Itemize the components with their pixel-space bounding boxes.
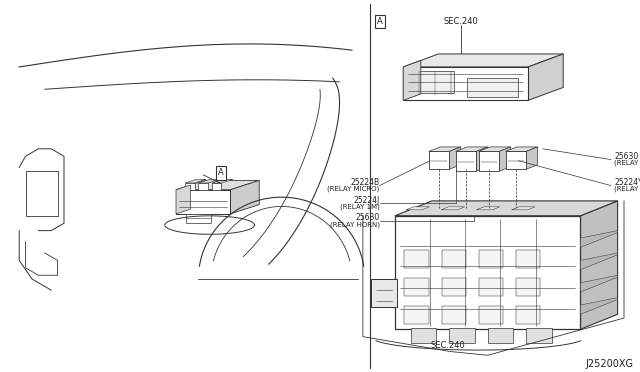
- Bar: [185, 183, 195, 190]
- Bar: [516, 278, 540, 296]
- Text: 25224J: 25224J: [353, 196, 380, 205]
- Polygon shape: [499, 147, 511, 171]
- Bar: [371, 279, 397, 307]
- Bar: [404, 278, 429, 296]
- Text: 25630: 25630: [614, 152, 639, 161]
- Text: 25224B: 25224B: [350, 178, 380, 187]
- Polygon shape: [580, 275, 618, 292]
- Text: A: A: [378, 17, 383, 26]
- Text: (RELAY 1M): (RELAY 1M): [340, 203, 380, 210]
- Polygon shape: [403, 61, 421, 100]
- Polygon shape: [230, 180, 259, 214]
- Bar: [429, 151, 449, 169]
- Bar: [467, 78, 518, 97]
- Bar: [212, 183, 221, 190]
- Bar: [26, 171, 58, 216]
- Polygon shape: [580, 231, 618, 247]
- Polygon shape: [506, 147, 538, 151]
- Polygon shape: [429, 147, 461, 151]
- Text: SEC.240: SEC.240: [431, 341, 465, 350]
- Bar: [449, 328, 475, 343]
- Bar: [479, 250, 503, 268]
- Polygon shape: [212, 179, 233, 183]
- Bar: [395, 216, 580, 329]
- Polygon shape: [395, 201, 618, 216]
- Text: J25200XG: J25200XG: [586, 359, 634, 369]
- Text: (RELAY HORN): (RELAY HORN): [330, 221, 380, 228]
- Bar: [442, 306, 466, 324]
- Bar: [479, 151, 499, 171]
- Text: (RELAY HORN): (RELAY HORN): [614, 159, 640, 166]
- Bar: [404, 306, 429, 324]
- Bar: [442, 278, 466, 296]
- Polygon shape: [511, 207, 535, 210]
- Bar: [404, 250, 429, 268]
- Polygon shape: [580, 298, 618, 314]
- Polygon shape: [186, 214, 211, 223]
- Polygon shape: [528, 54, 563, 100]
- Bar: [526, 328, 552, 343]
- Polygon shape: [406, 207, 429, 210]
- Text: SEC.240: SEC.240: [444, 17, 478, 26]
- Bar: [488, 328, 513, 343]
- Polygon shape: [185, 179, 206, 183]
- Polygon shape: [476, 207, 500, 210]
- Polygon shape: [449, 147, 461, 169]
- Polygon shape: [176, 180, 259, 190]
- Text: (RELAY 1M): (RELAY 1M): [614, 186, 640, 192]
- Bar: [506, 151, 526, 169]
- Bar: [176, 190, 230, 214]
- Text: A: A: [218, 169, 223, 177]
- Polygon shape: [580, 201, 618, 329]
- Bar: [479, 306, 503, 324]
- Polygon shape: [476, 147, 488, 171]
- Bar: [456, 151, 476, 171]
- Polygon shape: [403, 54, 563, 67]
- Polygon shape: [176, 185, 191, 214]
- Polygon shape: [441, 207, 465, 210]
- Bar: [479, 278, 503, 296]
- Text: (RELAY MICRO): (RELAY MICRO): [327, 186, 380, 192]
- Polygon shape: [456, 147, 488, 151]
- Polygon shape: [580, 253, 618, 270]
- Polygon shape: [198, 179, 220, 183]
- Text: 25630: 25630: [355, 214, 380, 222]
- Polygon shape: [479, 147, 511, 151]
- Bar: [198, 183, 208, 190]
- Bar: [516, 250, 540, 268]
- Bar: [442, 250, 466, 268]
- Bar: [516, 306, 540, 324]
- Bar: [410, 71, 454, 93]
- Text: 25224Y: 25224Y: [614, 178, 640, 187]
- Polygon shape: [526, 147, 538, 169]
- Bar: [403, 67, 528, 100]
- Bar: [411, 328, 436, 343]
